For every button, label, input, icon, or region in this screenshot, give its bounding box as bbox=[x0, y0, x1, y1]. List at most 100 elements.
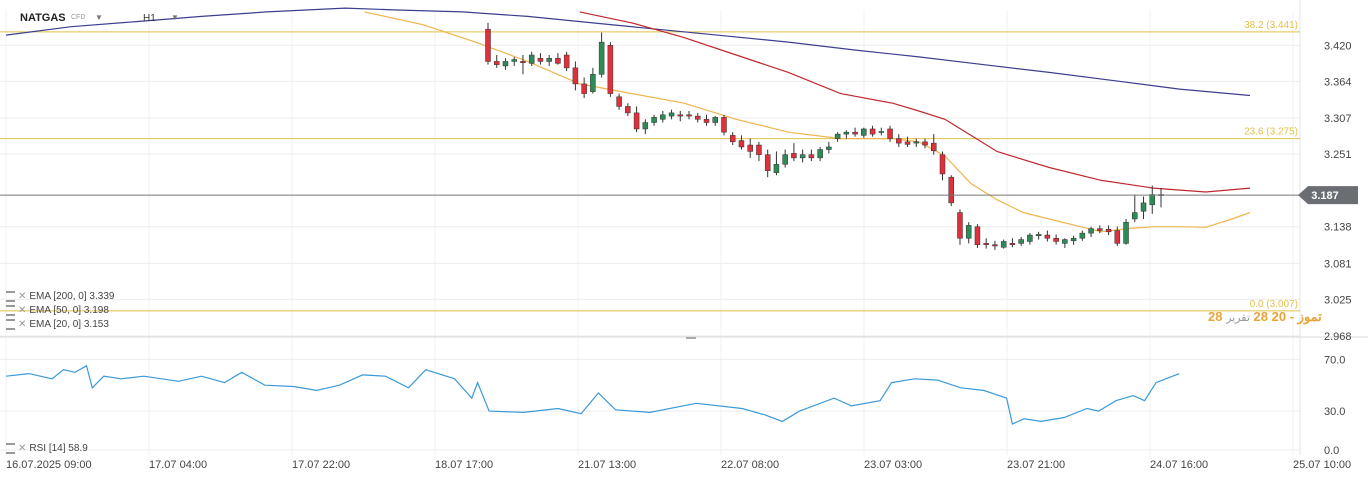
candle[interactable] bbox=[773, 151, 780, 176]
candle[interactable] bbox=[1114, 226, 1121, 246]
candle[interactable] bbox=[598, 32, 605, 78]
candle[interactable] bbox=[738, 135, 745, 150]
candle[interactable] bbox=[642, 119, 649, 135]
candle[interactable] bbox=[1053, 234, 1059, 245]
close-icon[interactable]: ✕ bbox=[18, 319, 27, 330]
timeframe-label[interactable]: H1 bbox=[143, 13, 156, 24]
candle[interactable] bbox=[834, 132, 841, 142]
candle[interactable] bbox=[878, 127, 885, 136]
candle[interactable] bbox=[695, 112, 701, 123]
candle[interactable] bbox=[520, 55, 526, 75]
candle[interactable] bbox=[896, 134, 902, 147]
candle[interactable] bbox=[633, 106, 640, 133]
candle[interactable] bbox=[1009, 238, 1016, 248]
candle[interactable] bbox=[1097, 225, 1103, 234]
candle[interactable] bbox=[1062, 238, 1068, 248]
candle[interactable] bbox=[826, 141, 832, 154]
candle[interactable] bbox=[651, 114, 657, 126]
symbol-dropdown-icon[interactable]: ▼ bbox=[95, 13, 103, 22]
candle-body bbox=[1140, 202, 1147, 212]
candle[interactable] bbox=[1070, 235, 1077, 245]
candle[interactable] bbox=[948, 175, 954, 207]
candle[interactable] bbox=[799, 149, 806, 163]
candle[interactable] bbox=[887, 125, 893, 142]
candle[interactable] bbox=[660, 110, 666, 123]
candle[interactable] bbox=[668, 109, 675, 120]
candle[interactable] bbox=[957, 209, 963, 245]
candle[interactable] bbox=[843, 130, 850, 139]
legend-ema50[interactable]: ✕ EMA [50, 0] 3.198 bbox=[6, 304, 109, 317]
candle[interactable] bbox=[764, 149, 771, 178]
candle[interactable] bbox=[721, 114, 727, 136]
candle[interactable] bbox=[502, 58, 509, 70]
candle-body bbox=[502, 61, 509, 67]
candle[interactable] bbox=[939, 151, 946, 181]
settings-icon[interactable] bbox=[6, 318, 15, 330]
close-icon[interactable]: ✕ bbox=[18, 443, 27, 454]
candle[interactable] bbox=[1158, 188, 1164, 208]
candle[interactable] bbox=[1079, 230, 1086, 241]
settings-icon[interactable] bbox=[6, 442, 15, 454]
candle[interactable] bbox=[625, 103, 631, 117]
candle[interactable] bbox=[581, 77, 587, 99]
candle[interactable] bbox=[1140, 196, 1147, 219]
candle[interactable] bbox=[904, 136, 911, 147]
candle[interactable] bbox=[686, 110, 692, 120]
candle[interactable] bbox=[965, 222, 972, 244]
candle[interactable] bbox=[590, 67, 596, 94]
candle[interactable] bbox=[1027, 233, 1033, 245]
candle[interactable] bbox=[974, 224, 981, 248]
candle[interactable] bbox=[1000, 239, 1007, 249]
candle[interactable] bbox=[861, 127, 867, 138]
legend-ema200[interactable]: ✕ EMA [200, 0] 3.339 bbox=[6, 290, 114, 303]
candle[interactable] bbox=[493, 55, 500, 68]
candle[interactable] bbox=[782, 149, 788, 168]
candle[interactable] bbox=[511, 56, 517, 66]
candle[interactable] bbox=[1123, 218, 1129, 245]
candle[interactable] bbox=[1105, 225, 1112, 236]
candle[interactable] bbox=[756, 141, 762, 162]
candle[interactable] bbox=[703, 114, 710, 126]
candle[interactable] bbox=[729, 132, 736, 146]
timeframe-dropdown-icon[interactable]: ▼ bbox=[171, 13, 179, 22]
candle[interactable] bbox=[1149, 185, 1156, 214]
time-tick-label: 22.07 08:00 bbox=[721, 459, 779, 471]
candle[interactable] bbox=[817, 146, 823, 162]
candle[interactable] bbox=[1035, 231, 1042, 240]
candle[interactable] bbox=[747, 138, 753, 158]
close-icon[interactable]: ✕ bbox=[18, 305, 27, 316]
candle[interactable] bbox=[1018, 236, 1024, 246]
candle-body bbox=[703, 119, 710, 123]
legend-ema20[interactable]: ✕ EMA [20, 0] 3.153 bbox=[6, 318, 109, 331]
candle[interactable] bbox=[1088, 226, 1094, 237]
candle[interactable] bbox=[546, 55, 552, 66]
candle[interactable] bbox=[922, 138, 928, 149]
candle[interactable] bbox=[869, 125, 876, 137]
candle[interactable] bbox=[983, 238, 989, 249]
candle[interactable] bbox=[808, 149, 815, 162]
candle[interactable] bbox=[1044, 230, 1051, 242]
candle[interactable] bbox=[852, 127, 858, 137]
candle[interactable] bbox=[677, 110, 684, 122]
candle[interactable] bbox=[913, 138, 920, 147]
candle[interactable] bbox=[528, 51, 535, 66]
candle[interactable] bbox=[537, 53, 544, 65]
candle[interactable] bbox=[485, 22, 491, 65]
candle[interactable] bbox=[616, 93, 622, 110]
close-icon[interactable]: ✕ bbox=[18, 291, 27, 302]
candle[interactable] bbox=[555, 53, 561, 65]
candle-body bbox=[861, 128, 867, 136]
candle[interactable] bbox=[563, 51, 570, 72]
candle[interactable] bbox=[1132, 194, 1138, 223]
candle[interactable] bbox=[931, 134, 937, 155]
settings-icon[interactable] bbox=[6, 304, 15, 316]
legend-rsi[interactable]: ✕ RSI [14] 58.9 bbox=[6, 442, 88, 455]
symbol-label[interactable]: NATGAS bbox=[20, 12, 66, 24]
candle[interactable] bbox=[712, 116, 718, 126]
candle[interactable] bbox=[607, 42, 614, 97]
candle[interactable] bbox=[791, 143, 797, 162]
settings-icon[interactable] bbox=[6, 290, 15, 302]
candle[interactable] bbox=[992, 240, 998, 250]
candle[interactable] bbox=[572, 61, 579, 91]
